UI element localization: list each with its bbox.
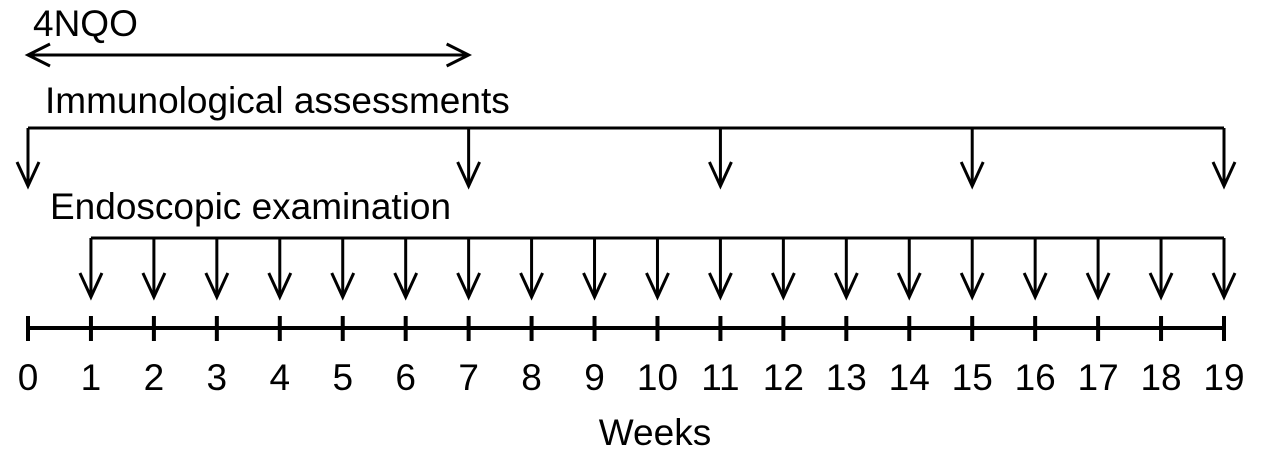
arrowhead <box>15 161 41 190</box>
arrowhead <box>78 272 104 301</box>
arrowhead <box>1148 272 1174 301</box>
arrowhead <box>771 272 796 301</box>
arrowhead <box>833 272 859 301</box>
tick-label: 17 <box>1078 357 1119 398</box>
tick-label: 1 <box>81 357 102 398</box>
tick-label: 13 <box>826 357 867 398</box>
arrowhead <box>456 161 481 190</box>
tick-label: 7 <box>458 357 479 398</box>
tick-label: 5 <box>332 357 353 398</box>
tick-label: 4 <box>270 357 291 398</box>
immunological-label: Immunological assessments <box>45 80 510 121</box>
arrowhead <box>1085 272 1111 301</box>
arrowhead <box>708 272 733 301</box>
axis-label: Weeks <box>599 412 711 453</box>
tick-label: 18 <box>1140 357 1181 398</box>
tick-label: 3 <box>207 357 228 398</box>
tick-label: 10 <box>637 357 678 398</box>
tick-label: 11 <box>701 357 739 398</box>
arrowhead <box>708 161 733 190</box>
tick-label: 0 <box>18 357 39 398</box>
arrowhead <box>204 272 230 301</box>
tick-label: 15 <box>952 357 993 398</box>
endoscopic-label: Endoscopic examination <box>50 186 451 227</box>
arrowhead <box>645 272 670 301</box>
treatment-label: 4NQO <box>33 3 138 44</box>
arrowhead <box>1211 272 1237 301</box>
arrowhead <box>519 272 544 301</box>
tick-label: 2 <box>144 357 165 398</box>
arrowhead <box>896 272 922 301</box>
tick-label: 8 <box>521 357 542 398</box>
arrowhead <box>24 42 51 68</box>
arrowhead <box>445 42 472 68</box>
tick-label: 12 <box>763 357 804 398</box>
tick-label: 9 <box>584 357 605 398</box>
arrowhead <box>1211 161 1237 190</box>
arrowhead <box>141 272 167 301</box>
arrowhead <box>456 272 481 301</box>
arrowhead <box>959 272 985 301</box>
arrowhead <box>1022 272 1048 301</box>
tick-label: 14 <box>889 357 930 398</box>
tick-label: 16 <box>1015 357 1056 398</box>
tick-label: 6 <box>395 357 416 398</box>
tick-label: 19 <box>1203 357 1244 398</box>
arrowhead <box>267 272 293 301</box>
arrowhead <box>330 272 356 301</box>
arrowhead <box>393 272 419 301</box>
arrowhead <box>582 272 607 301</box>
arrowhead <box>959 161 985 190</box>
